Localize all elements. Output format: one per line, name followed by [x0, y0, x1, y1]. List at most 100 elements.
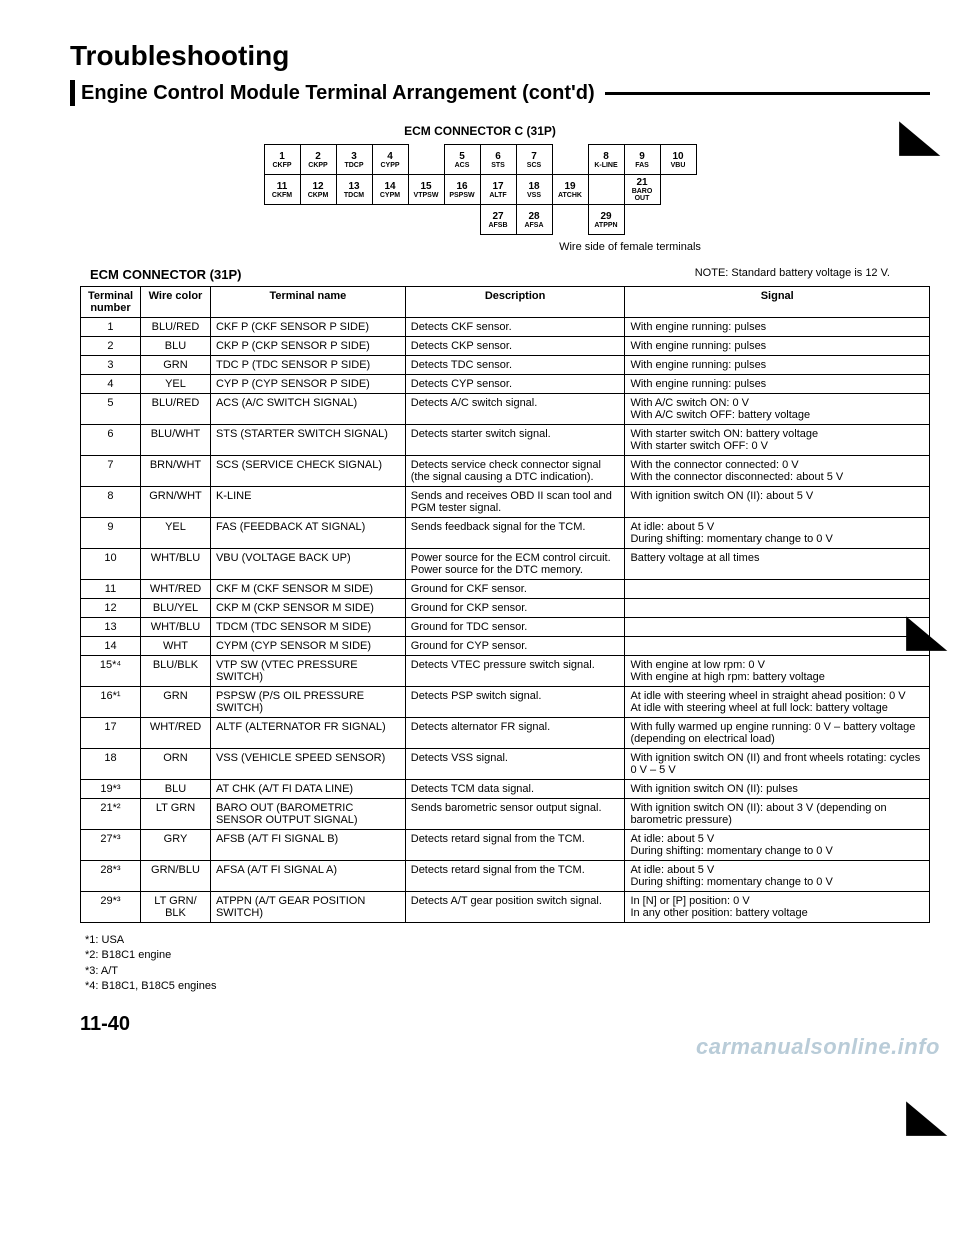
- table-cell: 18: [81, 749, 141, 780]
- connector-cell: 14CYPM: [372, 175, 408, 205]
- table-cell: At idle: about 5 V During shifting: mome…: [625, 830, 930, 861]
- table-row: 21*²LT GRNBARO OUT (BAROMETRIC SENSOR OU…: [81, 799, 930, 830]
- connector-cell: [300, 205, 336, 235]
- table-cell: LT GRN/ BLK: [140, 892, 210, 923]
- table-cell: 8: [81, 487, 141, 518]
- table-cell: CKF M (CKF SENSOR M SIDE): [210, 580, 405, 599]
- table-cell: 3: [81, 356, 141, 375]
- voltage-note: NOTE: Standard battery voltage is 12 V.: [695, 267, 890, 282]
- table-cell: 12: [81, 599, 141, 618]
- table-cell: With ignition switch ON (II): about 5 V: [625, 487, 930, 518]
- table-row: 8GRN/WHTK-LINESends and receives OBD II …: [81, 487, 930, 518]
- table-cell: Ground for TDC sensor.: [405, 618, 625, 637]
- footnotes: *1: USA*2: B18C1 engine*3: A/T*4: B18C1,…: [85, 933, 930, 995]
- table-cell: 6: [81, 425, 141, 456]
- watermark: carmanualsonline.info: [696, 1034, 940, 1060]
- table-row: 19*³BLUAT CHK (A/T FI DATA LINE)Detects …: [81, 780, 930, 799]
- table-cell: Detects A/T gear position switch signal.: [405, 892, 625, 923]
- table-cell: 29*³: [81, 892, 141, 923]
- table-row: 16*¹GRNPSPSW (P/S OIL PRESSURE SWITCH)De…: [81, 687, 930, 718]
- connector-cell: 7SCS: [516, 145, 552, 175]
- table-cell: 2: [81, 337, 141, 356]
- table-cell: Detects starter switch signal.: [405, 425, 625, 456]
- table-cell: BLU/BLK: [140, 656, 210, 687]
- footnote-line: *3: A/T: [85, 964, 930, 979]
- subheading-marker: [70, 80, 75, 106]
- table-cell: 15*⁴: [81, 656, 141, 687]
- corner-arrow-icon: ◣: [899, 115, 938, 157]
- connector-cell: 1CKFP: [264, 145, 300, 175]
- table-cell: Ground for CKP sensor.: [405, 599, 625, 618]
- table-cell: Detects TDC sensor.: [405, 356, 625, 375]
- table-cell: 1: [81, 318, 141, 337]
- wire-side-note: Wire side of female terminals: [330, 241, 930, 253]
- table-cell: Power source for the ECM control circuit…: [405, 549, 625, 580]
- table-header: Signal: [625, 287, 930, 318]
- table-cell: Detects PSP switch signal.: [405, 687, 625, 718]
- table-row: 5BLU/REDACS (A/C SWITCH SIGNAL)Detects A…: [81, 394, 930, 425]
- table-row: 11WHT/REDCKF M (CKF SENSOR M SIDE)Ground…: [81, 580, 930, 599]
- table-cell: ATPPN (A/T GEAR POSITION SWITCH): [210, 892, 405, 923]
- connector-cell: 3TDCP: [336, 145, 372, 175]
- table-cell: BLU/YEL: [140, 599, 210, 618]
- table-row: 2BLUCKP P (CKP SENSOR P SIDE)Detects CKP…: [81, 337, 930, 356]
- connector-cell: [624, 205, 660, 235]
- table-cell: AT CHK (A/T FI DATA LINE): [210, 780, 405, 799]
- table-cell: 28*³: [81, 861, 141, 892]
- page-subheading: Engine Control Module Terminal Arrangeme…: [81, 82, 595, 105]
- connector-diagram: 1CKFP2CKPP3TDCP4CYPP5ACS6STS7SCS8K-LINE9…: [30, 144, 930, 235]
- table-cell: 21*²: [81, 799, 141, 830]
- table-header: Wire color: [140, 287, 210, 318]
- connector-cell: [660, 175, 696, 205]
- table-cell: 19*³: [81, 780, 141, 799]
- connector-table: 1CKFP2CKPP3TDCP4CYPP5ACS6STS7SCS8K-LINE9…: [264, 144, 697, 235]
- table-cell: With engine running: pulses: [625, 375, 930, 394]
- table-cell: BLU: [140, 780, 210, 799]
- table-cell: CKP M (CKP SENSOR M SIDE): [210, 599, 405, 618]
- table-cell: With the connector connected: 0 V With t…: [625, 456, 930, 487]
- table-cell: ACS (A/C SWITCH SIGNAL): [210, 394, 405, 425]
- table-cell: With A/C switch ON: 0 V With A/C switch …: [625, 394, 930, 425]
- table-cell: With ignition switch ON (II): pulses: [625, 780, 930, 799]
- table-cell: BLU/RED: [140, 394, 210, 425]
- connector-cell: 2CKPP: [300, 145, 336, 175]
- table-cell: STS (STARTER SWITCH SIGNAL): [210, 425, 405, 456]
- connector-cell: [408, 145, 444, 175]
- connector-cell: 4CYPP: [372, 145, 408, 175]
- table-cell: TDC P (TDC SENSOR P SIDE): [210, 356, 405, 375]
- table-row: 12BLU/YELCKP M (CKP SENSOR M SIDE)Ground…: [81, 599, 930, 618]
- connector-cell: 11CKFM: [264, 175, 300, 205]
- table-cell: CYPM (CYP SENSOR M SIDE): [210, 637, 405, 656]
- table-row: 10WHT/BLUVBU (VOLTAGE BACK UP)Power sour…: [81, 549, 930, 580]
- table-cell: GRN/BLU: [140, 861, 210, 892]
- table-cell: WHT: [140, 637, 210, 656]
- table-row: 15*⁴BLU/BLKVTP SW (VTEC PRESSURE SWITCH)…: [81, 656, 930, 687]
- table-cell: Detects CYP sensor.: [405, 375, 625, 394]
- connector-cell: 5ACS: [444, 145, 480, 175]
- table-cell: TDCM (TDC SENSOR M SIDE): [210, 618, 405, 637]
- table-row: 29*³LT GRN/ BLKATPPN (A/T GEAR POSITION …: [81, 892, 930, 923]
- table-cell: WHT/RED: [140, 718, 210, 749]
- table-cell: Detects A/C switch signal.: [405, 394, 625, 425]
- table-cell: VTP SW (VTEC PRESSURE SWITCH): [210, 656, 405, 687]
- table-cell: Detects CKF sensor.: [405, 318, 625, 337]
- connector-cell: [660, 205, 696, 235]
- table-cell: CKP P (CKP SENSOR P SIDE): [210, 337, 405, 356]
- connector-cell: 13TDCM: [336, 175, 372, 205]
- table-cell: At idle: about 5 V During shifting: mome…: [625, 518, 930, 549]
- table-cell: GRN: [140, 356, 210, 375]
- table-cell: FAS (FEEDBACK AT SIGNAL): [210, 518, 405, 549]
- table-cell: ALTF (ALTERNATOR FR SIGNAL): [210, 718, 405, 749]
- table-row: 28*³GRN/BLUAFSA (A/T FI SIGNAL A)Detects…: [81, 861, 930, 892]
- connector-cell: [408, 205, 444, 235]
- ecm-connector-title: ECM CONNECTOR (31P): [90, 267, 241, 282]
- footnote-line: *1: USA: [85, 933, 930, 948]
- table-cell: YEL: [140, 375, 210, 394]
- table-cell: With ignition switch ON (II): about 3 V …: [625, 799, 930, 830]
- table-cell: With ignition switch ON (II) and front w…: [625, 749, 930, 780]
- table-row: 7BRN/WHTSCS (SERVICE CHECK SIGNAL)Detect…: [81, 456, 930, 487]
- table-cell: Detects alternator FR signal.: [405, 718, 625, 749]
- table-row: 6BLU/WHTSTS (STARTER SWITCH SIGNAL)Detec…: [81, 425, 930, 456]
- subheading-rule: [605, 92, 930, 95]
- page-heading: Troubleshooting: [70, 40, 930, 72]
